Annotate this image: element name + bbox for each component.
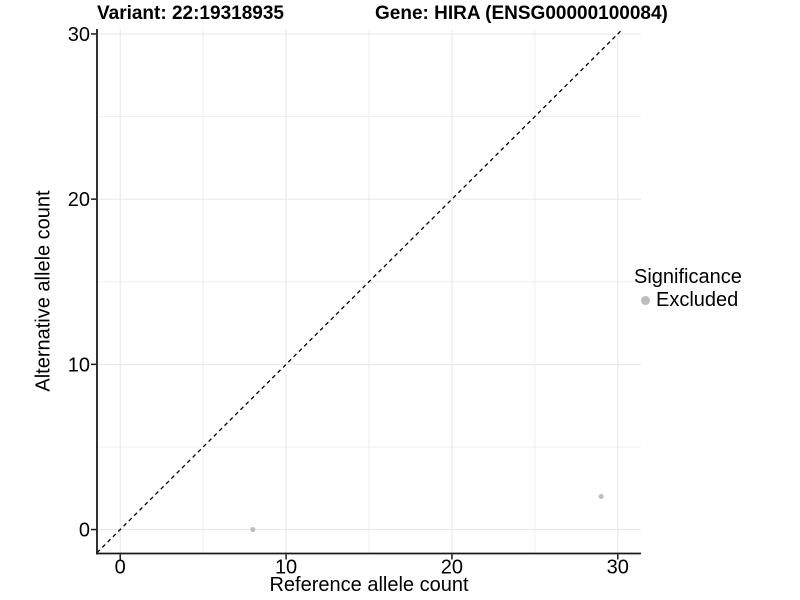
gene-title: Gene: HIRA (ENSG00000100084) (375, 3, 668, 24)
x-tick-label: 30 (607, 557, 629, 579)
x-axis-title: Reference allele count (269, 574, 469, 596)
legend-point-icon (641, 296, 650, 305)
x-tick-label: 10 (275, 557, 297, 579)
legend-item-label: Excluded (656, 289, 739, 311)
data-point (598, 494, 604, 500)
x-tick-label: 20 (441, 557, 463, 579)
y-tick-label: 10 (68, 354, 90, 376)
identity-line (96, 28, 624, 554)
y-tick-label: 20 (68, 189, 90, 211)
variant-title: Variant: 22:19318935 (97, 3, 284, 24)
y-tick-label: 0 (79, 520, 90, 542)
legend: Significance Excluded (634, 266, 742, 312)
legend-item-excluded: Excluded (634, 289, 742, 312)
x-tick-label: 0 (115, 557, 126, 579)
data-point (250, 527, 256, 533)
y-axis-title: Alternative allele count (32, 190, 55, 392)
legend-title: Significance (634, 266, 742, 288)
y-tick-label: 30 (68, 24, 90, 46)
